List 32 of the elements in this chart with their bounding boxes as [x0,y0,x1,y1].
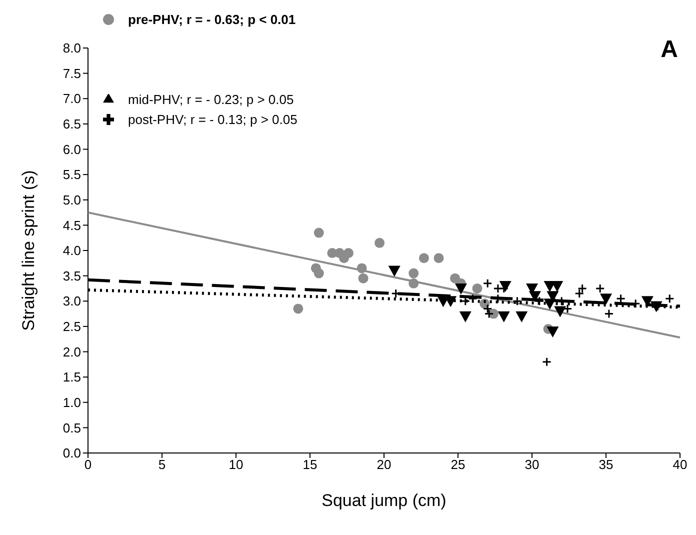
y-tick-label: 1.0 [62,394,81,410]
x-tick-label: 5 [158,457,166,472]
y-tick-label: 7.0 [62,91,81,106]
x-tick-label: 15 [302,457,318,472]
x-tick-label: 30 [524,457,540,472]
x-axis-title: Squat jump (cm) [322,491,446,510]
y-tick-label: 2.0 [62,344,81,360]
x-tick-label: 25 [450,457,466,472]
x-tick-label: 35 [598,457,614,472]
legend-label: post-PHV; r = - 0.13; p > 0.05 [128,112,298,127]
y-tick-label: 3.5 [62,268,81,284]
y-tick-label: 0.5 [62,420,81,436]
legend-label: pre-PHV; r = - 0.63; p < 0.01 [128,12,296,27]
legend-label: mid-PHV; r = - 0.23; p > 0.05 [128,92,294,107]
x-tick-label: 0 [84,457,92,472]
y-tick-label: 5.0 [62,192,81,208]
x-tick-label: 20 [376,457,392,472]
y-tick-label: 5.5 [62,167,81,182]
y-tick-label: 8.0 [62,40,81,56]
y-tick-label: 1.5 [62,370,81,385]
y-tick-label: 6.5 [62,116,81,132]
y-tick-label: 4.5 [62,218,81,233]
annotation: A [660,36,678,64]
y-tick-label: 0.0 [62,446,81,461]
y-tick-label: 6.0 [62,142,81,157]
x-tick-label: 40 [672,457,688,472]
y-tick-label: 2.5 [62,319,81,334]
y-axis-title: Straight line sprint (s) [19,170,38,331]
y-tick-label: 3.0 [62,294,81,309]
y-tick-label: 4.0 [62,243,81,258]
x-tick-label: 10 [228,457,244,472]
y-tick-label: 7.5 [62,66,81,81]
